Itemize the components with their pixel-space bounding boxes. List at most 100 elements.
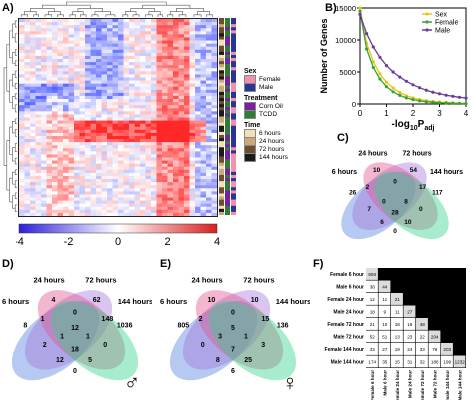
legend-label: Female (435, 20, 458, 27)
heatmap-cell (178, 157, 185, 161)
heatmap-cell (167, 25, 174, 29)
heatmap-cell (85, 123, 91, 128)
venn-region-count: 62 (93, 297, 101, 304)
heatmap-cell (85, 129, 91, 134)
heatmap-cell (46, 95, 53, 100)
heatmap-cell (123, 80, 130, 84)
heatmap-cell (112, 117, 119, 121)
heatmap-cell (90, 80, 97, 84)
heatmap-cell (19, 108, 25, 112)
heatmap-cell (30, 129, 36, 134)
matrix-cell (391, 355, 403, 368)
heatmap-cell (57, 185, 64, 189)
heatmap-cell (46, 209, 53, 214)
matrix-cell (378, 355, 391, 368)
heatmap-cell (173, 185, 179, 189)
annotation-time-cell (219, 98, 224, 102)
heatmap-cell (85, 160, 91, 164)
heatmap-cell (19, 95, 25, 100)
legend-item: Corn Oil (244, 102, 310, 111)
heatmap-cell (68, 46, 75, 51)
heatmap-cell (151, 40, 157, 44)
heatmap-cell (30, 25, 36, 29)
heatmap-cell (96, 95, 102, 100)
heatmap-cell (90, 166, 97, 171)
heatmap-cell (129, 151, 135, 155)
legend-label: Female (259, 76, 281, 84)
heatmap-cell (167, 65, 174, 69)
heatmap-cell (74, 19, 80, 23)
annotation-sex-cell (231, 113, 236, 117)
heatmap-cell (173, 92, 179, 97)
heatmap-cell (145, 111, 152, 115)
dendrogram-branch (14, 70, 17, 78)
heatmap-cell (134, 68, 141, 72)
heatmap-cell (57, 105, 64, 109)
heatmap-cell (140, 37, 146, 41)
heatmap-cell (173, 89, 179, 94)
heatmap-cell (129, 59, 135, 63)
legend-time-title: Time (244, 122, 261, 129)
heatmap-cell (156, 120, 163, 124)
annotation-sex-cell (231, 199, 236, 203)
heatmap-cell (90, 175, 97, 180)
heatmap-cell (134, 31, 141, 35)
heatmap-cell (162, 28, 168, 32)
heatmap-cell (57, 40, 64, 44)
heatmap-cell (74, 105, 80, 109)
heatmap-cell (178, 19, 185, 23)
heatmap-cell (24, 160, 31, 164)
heatmap-cell (19, 185, 25, 189)
heatmap-cell (118, 92, 124, 97)
annotation-treatment-cell (225, 113, 230, 117)
heatmap-cell (35, 157, 42, 161)
heatmap-cell (145, 99, 152, 103)
heatmap-cell (189, 49, 196, 54)
heatmap-cell (79, 89, 86, 94)
heatmap-cell (41, 92, 47, 97)
heatmap-cell (134, 206, 141, 211)
heatmap-cell (140, 188, 146, 192)
heatmap-cell (206, 102, 212, 106)
heatmap-cell (46, 65, 53, 69)
heatmap-cell (52, 86, 58, 91)
heatmap-cell (101, 185, 108, 189)
heatmap-cell (46, 200, 53, 204)
heatmap-cell (200, 142, 207, 146)
heatmap-cell (134, 92, 141, 97)
heatmap-cell (101, 108, 108, 112)
heatmap-cell (63, 74, 69, 78)
heatmap-cell (167, 135, 174, 140)
heatmap-cell (178, 185, 185, 189)
heatmap-cell (24, 151, 31, 155)
heatmap-cell (162, 37, 168, 41)
dendrogram-branch (167, 14, 174, 17)
heatmap-cell (85, 157, 91, 161)
heatmap-cell (112, 123, 119, 128)
heatmap-cell (46, 212, 53, 216)
heatmap-cell (52, 52, 58, 57)
heatmap-cell (123, 197, 130, 201)
heatmap-cell (195, 108, 201, 112)
heatmap-cell (68, 19, 75, 23)
heatmap-cell (35, 86, 42, 91)
heatmap-cell (30, 154, 36, 158)
heatmap-cell (173, 206, 179, 211)
heatmap-cell (184, 163, 190, 168)
heatmap-cell (107, 172, 113, 177)
dendrogram-branch (72, 11, 84, 15)
heatmap-cell (173, 108, 179, 112)
heatmap-cell (19, 92, 25, 97)
matrix-cell-value: 693 (368, 272, 376, 277)
heatmap-cell (107, 188, 113, 192)
heatmap-cell (74, 194, 80, 198)
x-tick-label: 4 (464, 109, 469, 118)
matrix-cell-value: 76 (432, 347, 438, 352)
matrix-cell (378, 293, 391, 305)
heatmap-cell (57, 126, 64, 131)
heatmap-cell (96, 34, 102, 38)
heatmap-cell (129, 89, 135, 94)
heatmap-cell (184, 185, 190, 189)
annotation-time-cell (219, 51, 224, 56)
